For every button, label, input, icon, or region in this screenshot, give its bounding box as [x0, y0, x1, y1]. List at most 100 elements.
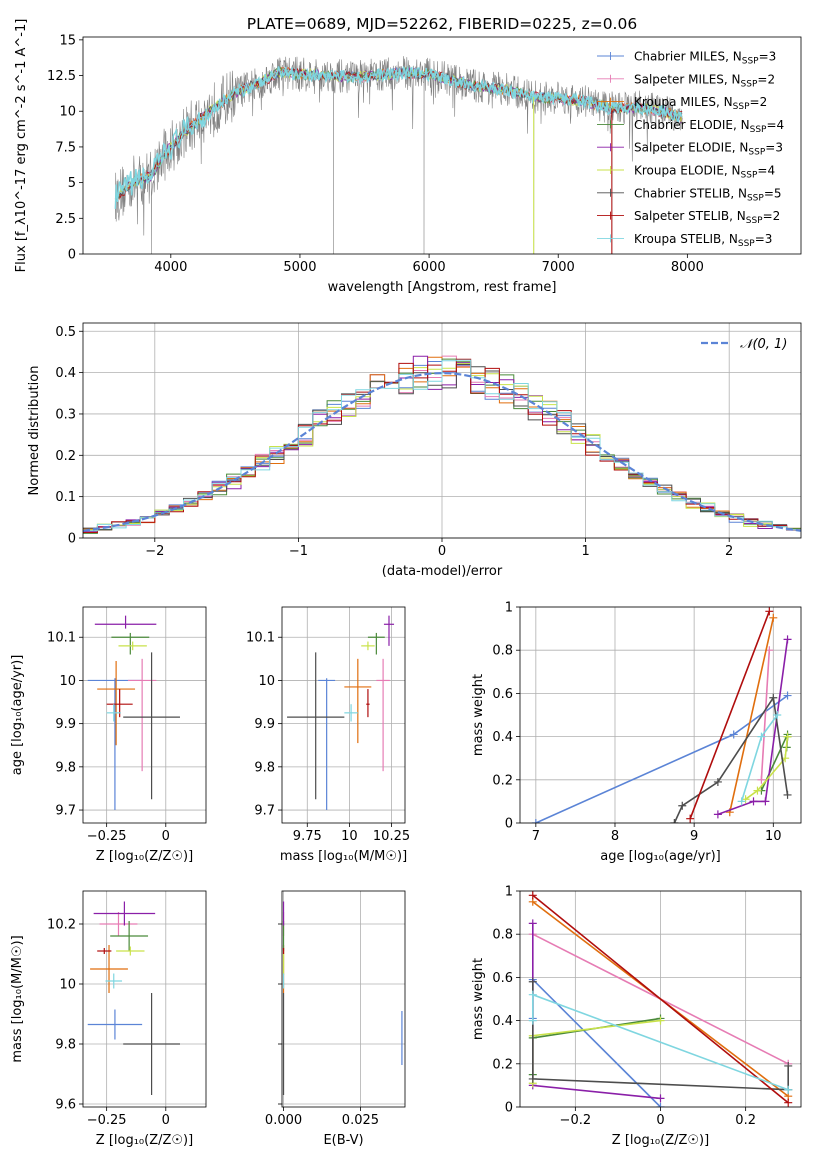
x-axis-label: Z [log₁₀(Z/Z☉)] — [96, 849, 193, 864]
errorbar-point — [106, 704, 121, 722]
legend-label-suffix: =2 — [763, 209, 781, 223]
legend-label-main: Salpeter ELODIE, N — [634, 141, 748, 155]
errorbar-point — [90, 945, 128, 993]
y-tick-label: 10.1 — [47, 631, 76, 646]
weight-marker — [761, 797, 770, 806]
panel-weight-vs-age: 7 8 9 10 0 0.2 0.4 0.6 0.8 1 age [log₁₀(age/yr)] ma… — [471, 601, 802, 864]
x-tick-label: 8 — [611, 829, 619, 844]
weight-marker — [783, 635, 792, 644]
weight-marker — [656, 1094, 665, 1103]
weight-marker — [753, 786, 762, 795]
errorbar-point — [87, 1009, 143, 1040]
axes-frame — [82, 322, 802, 539]
errorbar-point — [110, 921, 149, 951]
legend-label-sub: SSP — [742, 57, 759, 67]
weight-marker — [670, 819, 679, 823]
plot-area — [287, 615, 395, 811]
legend-label-main: Chabrier STELIB, N — [634, 186, 747, 200]
chart-title: PLATE=0689, MJD=52262, FIBERID=0225, z=0… — [247, 15, 637, 33]
y-tick-label: 0.8 — [492, 928, 513, 943]
y-axis-label: age [log₁₀(age/yr)] — [10, 655, 25, 776]
y-tick-label: 12.5 — [47, 69, 76, 84]
errorbar-point — [87, 678, 143, 811]
model-spectrum-line — [114, 67, 683, 201]
grid — [83, 323, 801, 539]
x-tick-label: 0.025 — [342, 1113, 379, 1128]
weight-marker — [528, 977, 537, 986]
model-spectrum-line — [114, 67, 683, 203]
x-tick-label: −1 — [289, 544, 308, 559]
x-tick-label: −0.25 — [87, 829, 127, 844]
weight-marker — [784, 1085, 793, 1094]
y-axis-label: Normed distribution — [27, 366, 42, 496]
errorbar-point — [93, 901, 156, 926]
legend-label: Chabrier ELODIE, NSSP=4 — [634, 118, 784, 135]
grid — [282, 607, 405, 823]
weight-line — [532, 894, 789, 1104]
legend-label-sub: SSP — [746, 216, 763, 226]
plot-area — [282, 901, 403, 1095]
legend-label: Salpeter STELIB, NSSP=2 — [634, 209, 780, 226]
y-tick-label: 0.5 — [55, 325, 76, 340]
legend-label: Chabrier STELIB, NSSP=5 — [634, 186, 782, 203]
y-tick-label: 9.8 — [55, 1038, 76, 1053]
y-tick-label: 1 — [505, 885, 513, 900]
residual-histogram — [83, 359, 801, 532]
y-axis-label: mass weight — [471, 674, 486, 756]
x-axis-label: (data-model)/error — [382, 564, 503, 579]
x-axis-label: Z [log₁₀(Z/Z☉)] — [612, 1133, 709, 1148]
legend-label-sub: SSP — [747, 193, 764, 203]
legend-label: 𝒩(0, 1) — [740, 337, 787, 352]
y-tick-label: 10 — [59, 674, 76, 689]
weight-marker — [737, 797, 746, 806]
legend-label: Kroupa STELIB, NSSP=3 — [634, 232, 772, 249]
x-axis-label: Z [log₁₀(Z/Z☉)] — [96, 1133, 193, 1148]
weight-line — [760, 650, 771, 780]
weight-marker — [757, 775, 766, 784]
x-axis-label: E(B-V) — [323, 1133, 363, 1148]
x-tick-label: 0 — [162, 829, 170, 844]
legend-label-main: Salpeter MILES, N — [634, 72, 741, 86]
weight-line — [532, 1017, 661, 1075]
errorbar-point — [318, 678, 336, 811]
x-tick-label: 0.000 — [265, 1113, 302, 1128]
errorbar-point — [344, 704, 358, 722]
y-tick-label: 0.4 — [492, 730, 513, 745]
weight-line — [745, 736, 789, 800]
legend-label-main: Kroupa STELIB, N — [634, 232, 738, 246]
x-tick-label: 8000 — [671, 260, 704, 275]
legend-label-sub: SSP — [748, 148, 765, 158]
errorbar-point — [123, 652, 180, 800]
legend-label: Kroupa ELODIE, NSSP=4 — [634, 164, 775, 181]
y-tick-label: 0.3 — [55, 407, 76, 422]
weight-marker — [686, 814, 695, 823]
weight-line — [532, 981, 789, 1091]
legend-label-sub: SSP — [733, 102, 750, 112]
x-tick-label: 0 — [438, 544, 446, 559]
plot-area — [87, 901, 180, 1095]
y-tick-label: 0 — [68, 532, 76, 547]
grid — [282, 891, 405, 1107]
x-tick-label: 7 — [532, 829, 540, 844]
weight-line — [535, 694, 788, 823]
y-tick-label: 0.8 — [492, 644, 513, 659]
weight-line — [689, 611, 771, 819]
plot-area — [83, 355, 801, 534]
weight-marker — [784, 1098, 793, 1107]
weight-marker — [765, 607, 774, 616]
y-tick-label: 1 — [505, 601, 513, 616]
x-tick-label: −0.2 — [560, 1113, 592, 1128]
y-tick-label: 0.2 — [492, 1057, 513, 1072]
x-tick-label: −2 — [145, 544, 164, 559]
weight-marker — [528, 1016, 537, 1025]
panel-age-vs-Z: −0.25 0 9.7 9.8 9.9 10 10.1 Z [log₁₀(Z/Z☉)] age … — [10, 606, 207, 864]
observed-spectrum-line — [115, 56, 683, 254]
y-axis-label: mass [log₁₀(M/M☉)] — [10, 935, 25, 1062]
x-tick-label: −0.25 — [87, 1113, 127, 1128]
x-tick-label: 5000 — [283, 260, 316, 275]
x-tick-label: 0.2 — [735, 1113, 756, 1128]
legend-label-suffix: =4 — [757, 164, 775, 178]
x-tick-label: 7000 — [542, 260, 575, 275]
model-spectrum-line — [115, 67, 683, 203]
